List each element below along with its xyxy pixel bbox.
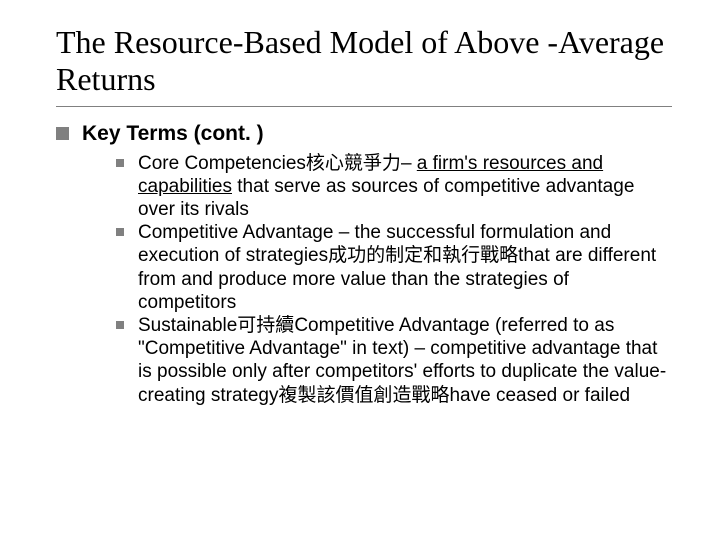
square-bullet-icon	[116, 321, 124, 329]
term-cjk: 核心競爭力	[306, 153, 401, 174]
slide-title: The Resource-Based Model of Above -Avera…	[56, 24, 672, 98]
square-bullet-icon	[116, 228, 124, 236]
square-bullet-icon	[56, 127, 69, 140]
term-name: Competitive Advantage	[138, 222, 339, 243]
list-item: Sustainable可持續Competitive Advantage (ref…	[116, 314, 672, 407]
separator: –	[339, 222, 355, 243]
slide: The Resource-Based Model of Above -Avera…	[0, 0, 720, 540]
list-item: Competitive Advantage – the successful f…	[116, 221, 672, 314]
separator: –	[401, 153, 417, 174]
term-cjk: 成功的制定和執行戰略	[328, 245, 518, 266]
title-underline	[56, 106, 672, 107]
square-bullet-icon	[116, 159, 124, 167]
heading-key-terms: Key Terms (cont. )	[56, 121, 672, 146]
term-cjk: 複製該價值創造戰略	[278, 385, 449, 406]
term-cjk: 可持續	[237, 315, 294, 336]
term-name: Sustainable	[138, 315, 237, 336]
term-name: Core Competencies	[138, 153, 306, 174]
term-name: Competitive Advantage	[294, 315, 495, 336]
list-item: Core Competencies核心競爭力– a firm's resourc…	[116, 152, 672, 222]
heading-text: Key Terms (cont. )	[82, 122, 264, 145]
terms-list: Core Competencies核心競爭力– a firm's resourc…	[56, 152, 672, 407]
term-rest: have ceased or failed	[449, 385, 630, 406]
